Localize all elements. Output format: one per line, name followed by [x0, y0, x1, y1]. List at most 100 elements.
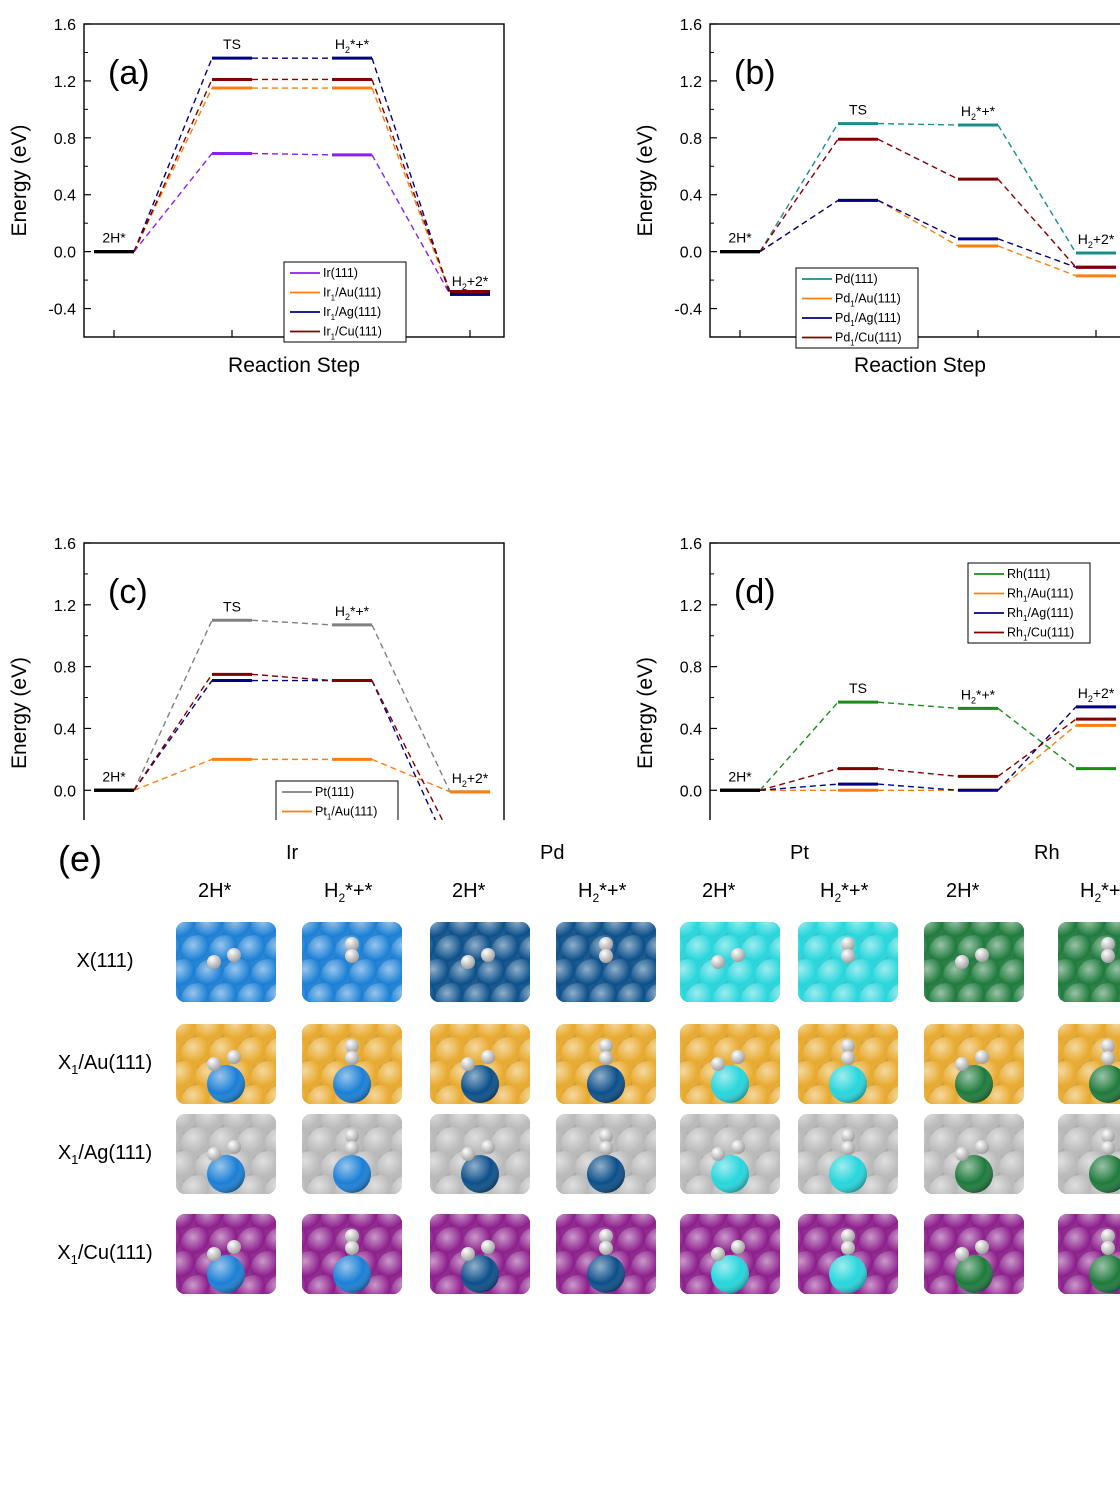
y-tick-label: -0.4	[48, 302, 76, 319]
y-tick-label: 0.0	[54, 245, 76, 262]
slab-model	[430, 922, 530, 1002]
slab-model	[302, 922, 402, 1002]
configuration-tile	[680, 1024, 780, 1104]
slab-model	[430, 1214, 530, 1294]
connector-line	[997, 724, 1077, 791]
configuration-tile	[1058, 1024, 1120, 1104]
connector-line	[759, 138, 839, 253]
series-2	[720, 705, 1116, 792]
series-0	[720, 700, 1116, 792]
legend-box	[795, 267, 919, 349]
configuration-tile	[302, 1024, 402, 1104]
series-2	[94, 56, 490, 296]
connector-line	[251, 152, 333, 156]
connector-line	[371, 624, 451, 793]
level-label: 2H*	[728, 768, 752, 784]
metal-header: Ir	[286, 842, 299, 864]
y-tick-label: 1.6	[680, 17, 702, 34]
slab-model	[1058, 1214, 1120, 1294]
configuration-tile	[680, 1214, 780, 1294]
slab-model	[1058, 1024, 1120, 1104]
configuration-tile	[176, 1114, 276, 1194]
y-tick-label: 0.8	[54, 131, 76, 148]
metal-header: Pd	[540, 842, 565, 864]
configuration-tile	[176, 1024, 276, 1104]
series-3	[720, 137, 1116, 269]
connector-line	[759, 701, 839, 791]
slab-model	[680, 1114, 780, 1194]
level-label: TS	[849, 680, 867, 696]
level-label: 2H*	[728, 230, 752, 246]
chart-panel-0: 1.6 1.2 0.8 0.4 0.0 -0.4 Reaction Step Energy (…	[8, 17, 505, 377]
level-label: TS	[849, 102, 867, 118]
panel-letter: (b)	[734, 54, 776, 92]
plot-frame	[709, 542, 1120, 820]
level-label: H2+2*	[1078, 231, 1115, 250]
plot-frame	[83, 542, 505, 820]
row-label: X(111)	[76, 950, 134, 972]
series-3	[720, 717, 1116, 792]
configuration-tile	[680, 1114, 780, 1194]
y-tick-label: 1.2	[54, 74, 76, 91]
level-label: H2+2*	[1078, 685, 1115, 704]
configuration-tile	[798, 1114, 898, 1194]
slab-model	[302, 1024, 402, 1104]
legend-entry: Pt1/Au(111)	[315, 805, 377, 821]
y-tick-label: 0.4	[54, 721, 76, 738]
configuration-tile	[430, 1214, 530, 1294]
slab-model	[176, 1214, 276, 1294]
configuration-tile	[1058, 1214, 1120, 1294]
legend: Ir(111) Ir1/Au(111) Ir1/Ag(111) Ir1/Cu(111)	[283, 261, 407, 343]
configuration-tile	[556, 1024, 656, 1104]
slab-model	[1058, 922, 1120, 1002]
y-tick-label: 1.2	[54, 598, 76, 615]
y-tick-label: 0.4	[680, 188, 702, 205]
series-0	[94, 618, 490, 794]
connector-line	[759, 123, 839, 253]
level-label: H2+2*	[452, 273, 489, 292]
y-tick-label: 0.8	[680, 131, 702, 148]
legend-box	[275, 780, 399, 820]
row-label: X1/Cu(111)	[57, 1242, 153, 1267]
configuration-tile	[680, 922, 780, 1002]
level-label: H2*+*	[335, 36, 370, 55]
connector-line	[133, 758, 213, 791]
y-axis-label: Energy (eV)	[8, 657, 31, 769]
connector-line	[251, 619, 333, 626]
connector-line	[133, 57, 213, 252]
state-header: H2*+*	[324, 880, 373, 905]
configuration-tile	[430, 1114, 530, 1194]
slab-model	[798, 1114, 898, 1194]
legend-entry: Rh1/Cu(111)	[1007, 626, 1074, 643]
connector-line	[877, 122, 959, 126]
plot-frame	[709, 23, 1120, 338]
slab-model	[680, 1024, 780, 1104]
connector-line	[133, 619, 213, 791]
y-tick-label: 1.2	[680, 74, 702, 91]
y-tick-label: 0.0	[680, 245, 702, 262]
legend-box	[967, 562, 1091, 644]
row-label: X1/Ag(111)	[57, 1142, 153, 1167]
series-1	[720, 723, 1116, 792]
level-label: TS	[223, 598, 241, 614]
level-label: H2+2*	[452, 770, 489, 789]
configuration-tile	[430, 922, 530, 1002]
connector-line	[877, 783, 959, 791]
y-tick-label: 0.0	[680, 783, 702, 800]
y-axis-label: Energy (eV)	[8, 124, 31, 236]
y-tick-label: 0.4	[680, 721, 702, 738]
slab-model	[924, 1114, 1024, 1194]
connector-line	[133, 153, 213, 253]
state-header: H2*+*	[820, 880, 869, 905]
x-axis-label: Reaction Step	[228, 354, 360, 377]
level-label: 2H*	[102, 230, 126, 246]
legend-entry: Rh(111)	[1007, 567, 1050, 581]
legend-box	[283, 261, 407, 343]
configuration-tile	[556, 922, 656, 1002]
y-tick-label: 0.8	[54, 660, 76, 677]
panel-letter: (a)	[108, 54, 150, 92]
slab-model	[556, 922, 656, 1002]
configuration-tile	[798, 1024, 898, 1104]
connector-line	[997, 707, 1077, 770]
legend-entry: Pd1/Ag(111)	[835, 311, 901, 328]
